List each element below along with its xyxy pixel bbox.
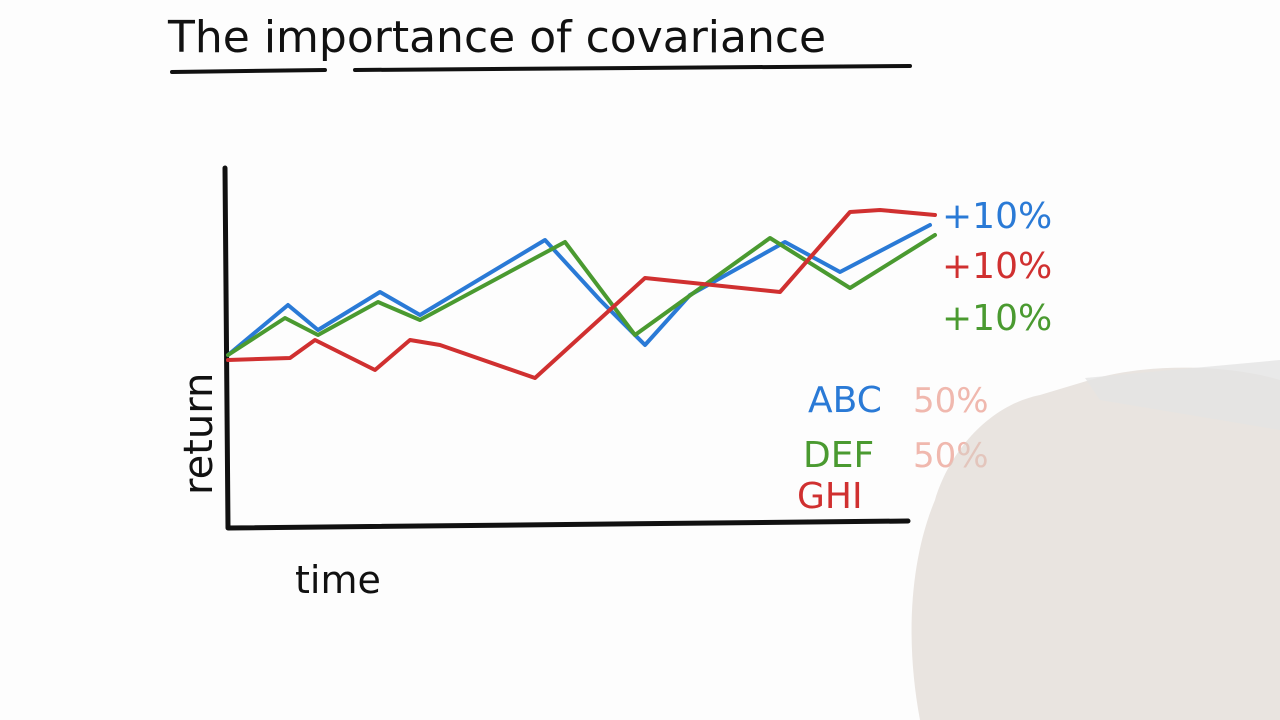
legend-name: DEF [803,435,874,476]
title-underline [170,64,912,74]
line-ghi [226,208,937,380]
end-label: +10% [942,246,1052,287]
end-label: +10% [942,298,1052,339]
hand [911,367,1280,720]
legend-name: ABC [808,380,882,421]
pen [1085,360,1280,430]
end-label: +10% [942,196,1052,237]
line-def [226,233,937,357]
legend-weight: 50% [913,381,989,421]
legend-name: GHI [797,476,863,517]
title: The importance of covariance [167,12,826,63]
line-abc [226,223,932,357]
lines [226,208,937,380]
axes [222,165,911,531]
x-axis-label: time [295,558,381,602]
y-axis-label: return [176,373,222,495]
